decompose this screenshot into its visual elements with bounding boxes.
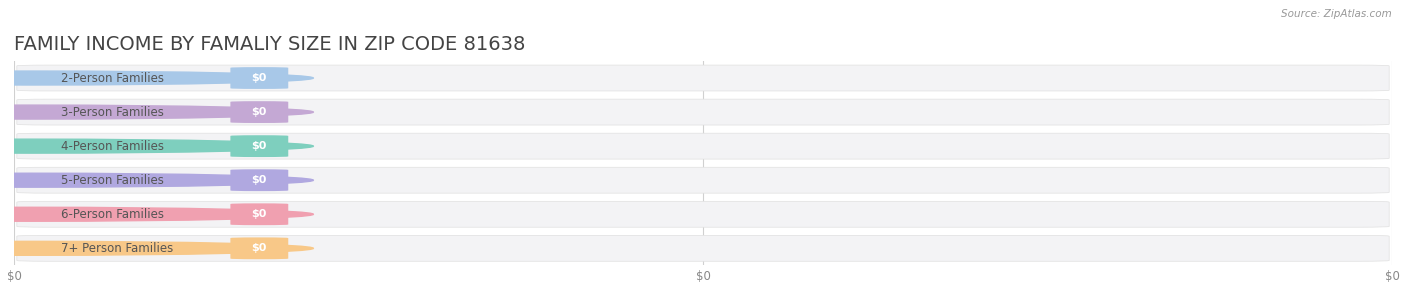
Text: 4-Person Families: 4-Person Families [60,140,165,152]
FancyBboxPatch shape [17,201,1389,227]
Text: Source: ZipAtlas.com: Source: ZipAtlas.com [1281,9,1392,19]
FancyBboxPatch shape [231,101,288,123]
FancyBboxPatch shape [231,67,288,89]
Text: 2-Person Families: 2-Person Families [60,72,165,84]
FancyBboxPatch shape [231,169,288,191]
Text: $0: $0 [252,209,267,219]
FancyBboxPatch shape [17,99,1389,125]
Circle shape [0,241,314,255]
Circle shape [0,207,314,221]
Circle shape [0,105,314,119]
Text: 3-Person Families: 3-Person Families [60,106,163,119]
Text: FAMILY INCOME BY FAMALIY SIZE IN ZIP CODE 81638: FAMILY INCOME BY FAMALIY SIZE IN ZIP COD… [14,35,526,54]
Text: 7+ Person Families: 7+ Person Families [60,242,173,255]
FancyBboxPatch shape [17,133,1389,159]
FancyBboxPatch shape [17,235,1389,261]
Text: 6-Person Families: 6-Person Families [60,208,165,221]
Text: $0: $0 [252,243,267,253]
Circle shape [0,71,314,85]
Text: $0: $0 [252,175,267,185]
FancyBboxPatch shape [231,135,288,157]
Text: 5-Person Families: 5-Person Families [60,174,163,187]
Text: $0: $0 [252,141,267,151]
FancyBboxPatch shape [17,65,1389,91]
Circle shape [0,173,314,187]
FancyBboxPatch shape [231,237,288,259]
FancyBboxPatch shape [17,167,1389,193]
Text: $0: $0 [252,107,267,117]
Text: $0: $0 [252,73,267,83]
FancyBboxPatch shape [231,203,288,225]
Circle shape [0,139,314,153]
